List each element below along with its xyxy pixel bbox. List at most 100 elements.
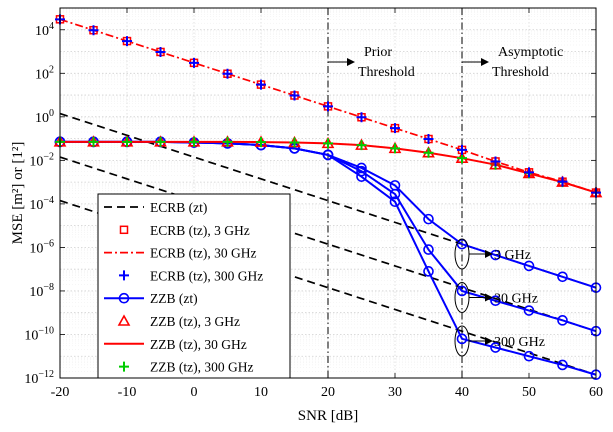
- series-marker: [423, 213, 434, 225]
- series-line: [59, 18, 597, 194]
- series-group: [59, 18, 597, 194]
- legend-label: ZZB (zt): [150, 291, 198, 306]
- series-marker: [456, 333, 468, 345]
- legend-swatch-marker: [119, 361, 129, 372]
- legend-entry: ZZB (tz), 3 GHz: [117, 314, 240, 329]
- y-tick-label: 10−2: [29, 151, 54, 169]
- x-tick-label: -10: [118, 385, 137, 400]
- series-line: [59, 156, 597, 333]
- x-tick-label: 10: [254, 385, 268, 400]
- series-marker: [557, 359, 568, 371]
- series-marker: [523, 305, 535, 316]
- series-marker: [256, 137, 266, 148]
- series-marker: [456, 238, 468, 250]
- series-marker: [423, 147, 434, 158]
- legend-entry: ECRB (zt): [104, 200, 207, 215]
- legend-swatch-marker: [119, 225, 129, 235]
- series-marker: [523, 260, 535, 272]
- series-marker: [289, 137, 300, 148]
- threshold-lines: Prior Threshold Asymptotic Threshold: [327, 8, 563, 378]
- x-tick-label: -20: [51, 385, 70, 400]
- series-marker: [356, 112, 367, 123]
- y-axis-label: MSE [m²] or [1²]: [10, 142, 26, 245]
- y-tick-label: 10−4: [29, 195, 54, 213]
- legend-swatch-marker: [119, 270, 129, 281]
- series-marker: [222, 136, 233, 147]
- series-marker: [389, 188, 401, 200]
- legend: ECRB (zt) ECRB (tz), 3 GHz ECRB (tz), 30 G…: [97, 193, 291, 379]
- series-marker: [189, 57, 199, 68]
- legend-entry: ZZB (tz), 300 GHz: [119, 360, 253, 375]
- legend-label: ECRB (tz), 3 GHz: [150, 223, 250, 238]
- threshold-label: Threshold: [492, 65, 549, 80]
- legend-label: ZZB (tz), 3 GHz: [150, 314, 240, 329]
- legend-swatch-marker: [117, 314, 131, 326]
- series-marker: [155, 46, 166, 57]
- series-marker: [88, 136, 99, 147]
- legend-entry: ECRB (tz), 3 GHz: [119, 223, 250, 238]
- series-marker: [122, 136, 132, 147]
- legend-box: [97, 193, 291, 379]
- series-marker: [356, 171, 367, 182]
- series-marker: [88, 25, 99, 36]
- annotation-label: 300 GHz: [494, 335, 545, 350]
- series-marker: [189, 136, 199, 147]
- series-marker: [390, 143, 400, 154]
- series-marker: [456, 285, 468, 297]
- series-marker: [490, 156, 501, 167]
- x-tick-label: 60: [589, 385, 603, 400]
- y-tick-label: 100: [35, 108, 54, 126]
- annotations: 3 GHz 30 GHz 300 GHz: [454, 238, 545, 357]
- tick-labels: -20 -10 0 10 20 30 40 50 60 10−12 10−10 10−8 10−6 10−…: [24, 8, 603, 400]
- series-marker: [524, 167, 534, 178]
- series-marker: [155, 136, 166, 147]
- series-marker: [423, 134, 434, 145]
- legend-entry: ZZB (tz), 30 GHz: [104, 337, 247, 352]
- series-marker: [557, 271, 568, 283]
- legend-label: ZZB (tz), 30 GHz: [150, 337, 247, 352]
- y-tick-label: 10−6: [29, 238, 54, 256]
- series-marker: [122, 36, 132, 47]
- series: [53, 14, 603, 381]
- threshold-label: Prior: [364, 45, 392, 60]
- series-marker: [323, 138, 333, 149]
- y-tick-label: 10−8: [29, 282, 54, 300]
- series-marker: [356, 140, 367, 151]
- y-tick-label: 10−12: [24, 369, 54, 387]
- series-marker: [389, 196, 401, 208]
- series-marker: [322, 149, 334, 161]
- y-tick-label: 104: [35, 21, 54, 39]
- legend-entry: ECRB (tz), 300 GHz: [119, 268, 263, 283]
- annotation-label: 3 GHz: [494, 248, 531, 263]
- series-marker: [256, 79, 266, 90]
- legend-entry: ECRB (tz), 30 GHz: [104, 246, 256, 261]
- legend-swatch-marker: [118, 292, 130, 304]
- y-tick-label: 102: [35, 64, 54, 82]
- plot-frame: [59, 7, 597, 379]
- x-tick-label: 40: [455, 385, 469, 400]
- series-marker: [557, 315, 568, 326]
- annotation-label: 30 GHz: [494, 291, 538, 306]
- series-marker: [222, 68, 233, 79]
- y-tick-label: 10−10: [24, 325, 54, 343]
- series-marker: [390, 123, 400, 134]
- series-marker: [423, 244, 434, 255]
- legend-label: ECRB (tz), 30 GHz: [150, 246, 256, 261]
- threshold-label: Threshold: [358, 65, 415, 80]
- x-tick-label: 50: [522, 385, 536, 400]
- legend-label: ZZB (tz), 300 GHz: [150, 360, 253, 375]
- series-marker: [490, 342, 501, 353]
- series-marker: [457, 144, 467, 155]
- legend-label: ECRB (tz), 300 GHz: [150, 268, 263, 283]
- series-marker: [323, 101, 333, 112]
- series-marker: [523, 350, 535, 362]
- series-marker: [289, 90, 300, 101]
- legend-entry: ZZB (zt): [104, 291, 198, 306]
- x-axis-label: SNR [dB]: [298, 408, 358, 424]
- series-marker: [557, 176, 568, 187]
- series-marker: [423, 266, 434, 277]
- legend-label: ECRB (zt): [150, 200, 207, 215]
- threshold-label: Asymptotic: [498, 45, 563, 60]
- x-tick-label: 20: [321, 385, 335, 400]
